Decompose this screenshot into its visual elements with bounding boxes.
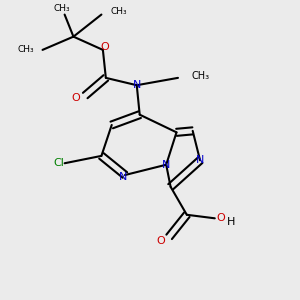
Text: N: N: [119, 172, 128, 182]
Text: H: H: [226, 217, 235, 227]
Text: Cl: Cl: [54, 158, 64, 168]
Text: N: N: [162, 160, 170, 170]
Text: N: N: [133, 80, 141, 90]
Text: N: N: [196, 155, 204, 165]
Text: O: O: [216, 213, 225, 223]
Text: CH₃: CH₃: [191, 71, 209, 81]
Text: O: O: [156, 236, 165, 246]
Text: O: O: [71, 94, 80, 103]
Text: CH₃: CH₃: [17, 45, 34, 54]
Text: CH₃: CH₃: [110, 7, 127, 16]
Text: CH₃: CH₃: [53, 4, 70, 13]
Text: O: O: [100, 42, 109, 52]
